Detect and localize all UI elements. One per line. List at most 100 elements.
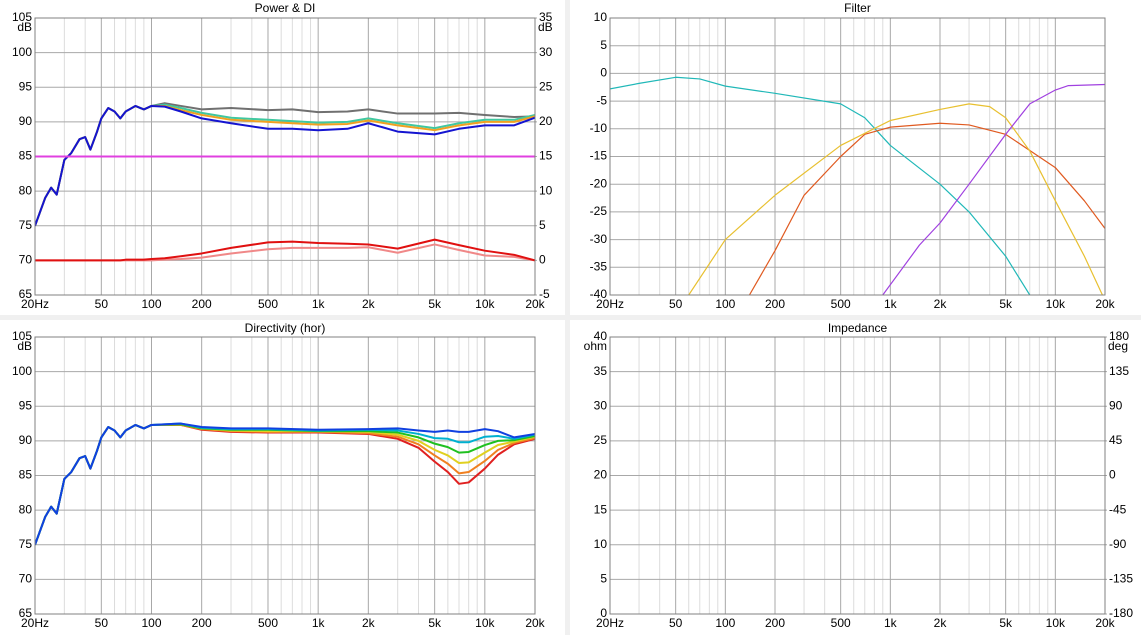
y-tick-label: 10 [594,537,608,551]
x-tick-label: 100 [141,616,161,630]
y-tick-label: -10 [590,121,608,135]
y-axis-unit: dB [17,20,32,34]
y-tick-label: -40 [590,287,608,301]
x-tick-label: 50 [669,297,683,311]
y-tick-label: 70 [19,253,33,267]
x-tick-label: 2k [934,616,948,630]
x-tick-label: 20k [525,297,545,311]
x-tick-label: 100 [141,297,161,311]
y-tick-label: 20 [594,468,608,482]
series-line [35,238,535,262]
x-tick-label: 10k [1046,616,1066,630]
y2-tick-label: 0 [1109,468,1116,482]
x-tick-label: 5k [428,616,442,630]
y-tick-label: 30 [594,398,608,412]
x-tick-label: 20Hz [596,616,624,630]
y2-tick-label: 25 [539,79,553,93]
y-tick-label: 15 [594,502,608,516]
y-tick-label: 25 [594,433,608,447]
x-tick-label: 20k [1095,297,1115,311]
x-tick-label: 50 [669,616,683,630]
x-tick-label: 1k [884,616,898,630]
y2-tick-label: 5 [539,218,546,232]
x-tick-label: 2k [362,616,376,630]
y-tick-label: 105 [12,10,32,24]
panel [570,320,1141,635]
y2-tick-label: 15 [539,149,553,163]
x-tick-label: 10k [475,297,495,311]
y-tick-label: 65 [19,606,33,620]
x-tick-label: 1k [312,616,326,630]
x-tick-label: 500 [258,297,278,311]
y-tick-label: 75 [19,218,33,232]
y-axis-unit: dB [17,339,32,353]
y-tick-label: 100 [12,364,32,378]
x-tick-label: 200 [192,297,212,311]
y-tick-label: 80 [19,502,33,516]
chart-title: Impedance [828,321,888,335]
y-tick-label: 95 [19,79,33,93]
y-tick-label: 0 [600,66,607,80]
y2-tick-label: 0 [539,253,546,267]
chart-title: Directivity (hor) [245,321,326,335]
x-tick-label: 500 [831,616,851,630]
y2-tick-label: -180 [1109,606,1133,620]
series-line [688,103,1104,295]
plot-frame [609,17,1106,296]
y2-tick-label: 30 [539,45,553,59]
x-tick-label: 50 [95,616,109,630]
y-tick-label: 35 [594,364,608,378]
y-tick-label: -5 [596,93,607,107]
plot-area [35,422,535,546]
plot-frame [609,336,1106,615]
y-tick-label: -20 [590,176,608,190]
y-tick-label: 80 [19,183,33,197]
x-tick-label: 20k [525,616,545,630]
x-tick-label: 100 [715,297,735,311]
y-tick-label: -25 [590,204,608,218]
y2-tick-label: -5 [539,287,550,301]
x-tick-label: 20k [1095,616,1115,630]
plot-area [35,102,535,262]
x-tick-label: 5k [999,297,1013,311]
x-tick-label: 500 [258,616,278,630]
y2-tick-label: 10 [539,183,553,197]
x-tick-label: 500 [831,297,851,311]
y-tick-label: 75 [19,537,33,551]
y2-axis-unit: deg [1108,339,1128,353]
y2-tick-label: 20 [539,114,553,128]
y-tick-label: 90 [19,114,33,128]
series-line [748,122,1105,295]
x-tick-label: 10k [475,616,495,630]
x-tick-label: 2k [934,297,948,311]
y-tick-label: 105 [12,329,32,343]
x-tick-label: 200 [765,297,785,311]
y-tick-label: 40 [594,329,608,343]
panel [0,320,565,635]
y-tick-label: 90 [19,433,33,447]
y2-tick-label: -135 [1109,572,1133,586]
x-tick-label: 10k [1046,297,1066,311]
y-tick-label: -35 [590,259,608,273]
x-tick-label: 1k [884,297,898,311]
x-tick-label: 20Hz [21,616,49,630]
y-tick-label: 85 [19,468,33,482]
y2-tick-label: 180 [1109,329,1129,343]
x-tick-label: 5k [999,616,1013,630]
x-tick-label: 20Hz [596,297,624,311]
y-tick-label: 5 [600,572,607,586]
y-tick-label: 10 [594,10,608,24]
chart-title: Power & DI [255,1,316,15]
y2-tick-label: 35 [539,10,553,24]
y2-axis-unit: dB [538,20,553,34]
plot-area [610,76,1105,295]
y-tick-label: -15 [590,149,608,163]
y2-tick-label: 135 [1109,364,1129,378]
x-tick-label: 100 [715,616,735,630]
x-tick-label: 200 [192,616,212,630]
x-tick-label: 20Hz [21,297,49,311]
x-tick-label: 50 [95,297,109,311]
y-axis-unit: ohm [584,339,607,353]
